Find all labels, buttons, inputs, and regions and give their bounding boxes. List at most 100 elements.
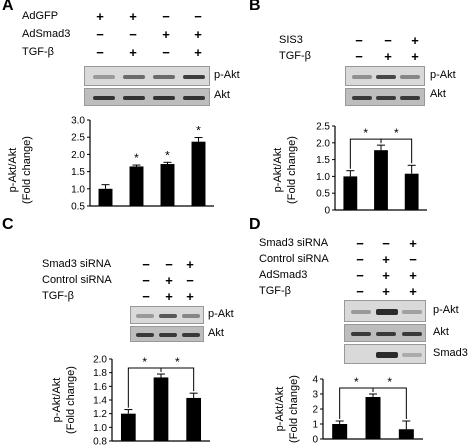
bar-chart: p-Akt/Akt (Fold change) 0 1 2 3 4 * *: [274, 375, 423, 446]
treatment-sign: +: [165, 289, 173, 304]
blot-band: [183, 96, 205, 100]
significance-marker: *: [387, 375, 392, 389]
treatment-sign: −: [96, 45, 104, 60]
panel-letter: C: [2, 216, 14, 233]
panel-a: A AdGFP AdSmad3 TGF-β + + − − − − + + − …: [0, 0, 240, 220]
blot-band: [352, 75, 372, 79]
blot-band: [153, 96, 175, 100]
treatment-sign: −: [165, 257, 173, 272]
treatment-label: TGF-β: [259, 285, 291, 297]
y-tick-label: 1.5: [71, 167, 85, 178]
significance-bracket: [380, 138, 413, 164]
blot-band: [402, 310, 422, 314]
treatment-sign: −: [142, 289, 150, 304]
blot-band: [351, 310, 371, 314]
y-tick-label: 3.0: [71, 116, 85, 127]
blot-label: p-Akt: [430, 69, 456, 81]
panel-letter: D: [249, 216, 261, 233]
blot-band: [93, 75, 115, 79]
treatment-sign: −: [356, 252, 364, 267]
bar: [98, 188, 113, 206]
treatment-sign: −: [356, 236, 364, 251]
y-axis-label-unit: (Fold change): [286, 136, 298, 204]
treatment-sign: +: [162, 27, 170, 42]
bar-chart: p-Akt/Akt (Fold change) 0 0.5 1.0 1.5 2.0 2.5…: [272, 122, 427, 217]
significance-marker: *: [394, 126, 399, 140]
treatment-label: Smad3 siRNA: [259, 237, 329, 249]
blot-band: [93, 96, 115, 100]
bar: [374, 150, 388, 210]
treatment-label: TGF-β: [42, 290, 74, 302]
significance-marker: *: [354, 375, 359, 389]
y-tick-label: 1.0: [93, 423, 107, 434]
bar: [332, 424, 348, 439]
treatment-sign: −: [355, 49, 363, 64]
treatment-sign: −: [96, 27, 104, 42]
blot-band: [159, 333, 177, 337]
y-axis-label: p-Akt/Akt: [51, 378, 63, 423]
y-axis-label-unit: (Fold change): [21, 136, 33, 204]
treatment-sign: +: [129, 45, 137, 60]
significance-marker: *: [165, 148, 170, 162]
panel-b: B SIS3 TGF-β − − + − + + p-Akt Akt p-Akt…: [237, 0, 474, 220]
treatment-sign: +: [186, 257, 194, 272]
bar: [365, 397, 381, 439]
y-tick-label: 2: [312, 405, 318, 416]
treatment-label: SIS3: [279, 34, 303, 46]
treatment-sign: −: [356, 284, 364, 299]
panel-c: C Smad3 siRNA Control siRNA TGF-β − − + …: [0, 216, 237, 447]
blot-label: Akt: [433, 326, 449, 338]
treatment-sign: −: [129, 27, 137, 42]
treatment-sign: +: [409, 268, 417, 283]
y-tick-label: 1.0: [71, 184, 85, 195]
blot-band: [351, 332, 371, 336]
blot-band: [123, 75, 145, 79]
blot-label: Smad3: [433, 347, 468, 359]
treatment-sign: +: [186, 289, 194, 304]
y-tick-label: 1.4: [93, 396, 107, 407]
bar: [343, 176, 358, 210]
treatment-sign: −: [142, 273, 150, 288]
treatment-label: AdGFP: [22, 10, 59, 22]
treatment-sign: +: [384, 49, 392, 64]
y-tick-label: 0: [324, 206, 330, 217]
y-tick-label: 1.8: [93, 368, 107, 379]
treatment-label: TGF-β: [22, 46, 54, 58]
treatment-sign: +: [411, 33, 419, 48]
bar: [398, 429, 414, 439]
blot-band: [376, 309, 398, 315]
y-axis-label: p-Akt/Akt: [7, 148, 19, 193]
y-tick-label: 0: [312, 435, 318, 446]
western-blot-akt: [345, 88, 425, 106]
western-blot-akt: [84, 88, 210, 106]
y-tick-label: 2.0: [316, 138, 330, 149]
blot-band: [376, 352, 398, 358]
panel-letter: A: [2, 0, 14, 14]
blot-band: [402, 353, 422, 357]
significance-bracket: [160, 367, 195, 392]
treatment-sign: −: [186, 273, 194, 288]
panel-letter: B: [249, 0, 261, 14]
western-blot-p-akt: [84, 66, 210, 86]
blot-band: [182, 314, 200, 318]
treatment-label: Control siRNA: [259, 253, 329, 265]
blot-band: [153, 75, 175, 79]
bar: [186, 397, 202, 441]
treatment-sign: −: [356, 268, 364, 283]
western-blot-p-akt: [345, 66, 425, 86]
treatment-sign: +: [382, 284, 390, 299]
blot-band: [376, 96, 396, 100]
blot-label: Akt: [214, 89, 230, 101]
y-tick-label: 0.8: [93, 437, 107, 447]
bar: [129, 166, 144, 206]
treatment-sign: −: [142, 257, 150, 272]
blot-band: [402, 332, 422, 336]
y-tick-label: 2.5: [316, 122, 330, 133]
western-blot-p-akt: [344, 300, 426, 322]
blot-label: p-Akt: [208, 308, 234, 320]
treatment-sign: −: [355, 33, 363, 48]
y-tick-label: 4: [312, 375, 318, 386]
treatment-sign: −: [384, 33, 392, 48]
y-tick-label: 1.6: [93, 382, 107, 393]
significance-marker: *: [175, 355, 180, 369]
